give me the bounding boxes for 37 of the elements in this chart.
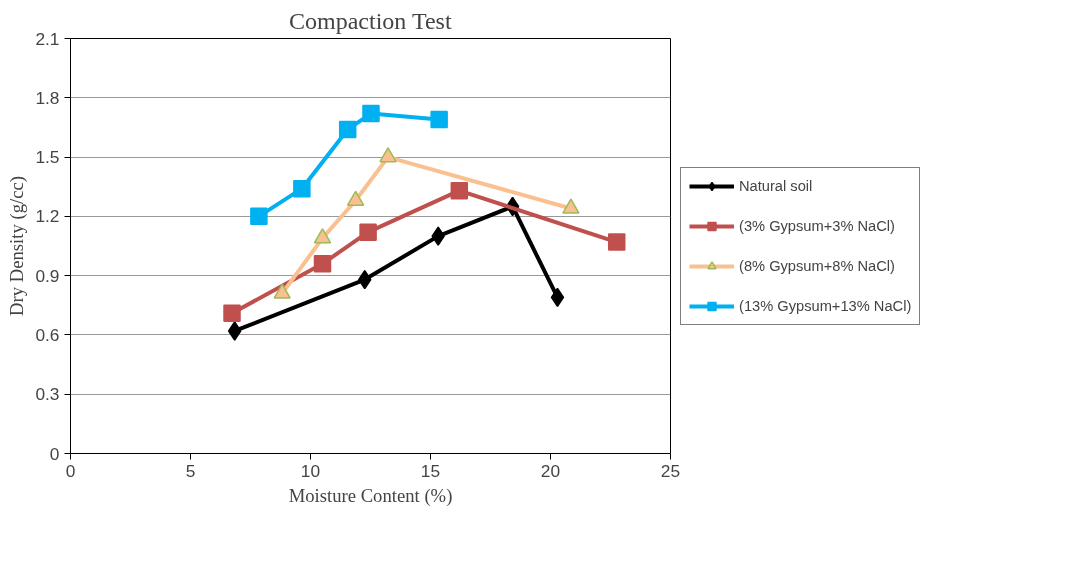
y-tick-label: 0.9 <box>35 265 60 286</box>
legend-label: Natural soil <box>739 177 813 194</box>
point <box>338 120 357 139</box>
x-tick-label: 5 <box>185 460 196 481</box>
y-tick-label: 2.1 <box>35 28 60 49</box>
point <box>313 228 332 244</box>
point <box>223 304 241 322</box>
x-tick-label: 10 <box>300 460 321 481</box>
x-tick-label: 25 <box>660 460 681 481</box>
point <box>431 226 445 246</box>
legend-label: (8% Gypsum+8% NaCl) <box>739 257 895 274</box>
point <box>607 233 626 251</box>
point <box>357 269 372 290</box>
point <box>430 110 448 129</box>
point <box>550 287 565 308</box>
x-axis-title: Moisture Content (%) <box>288 484 453 507</box>
y-tick-label: 0 <box>49 443 60 464</box>
y-tick-label: 1.5 <box>35 147 60 168</box>
legend-label: (13% Gypsum+13% NaCl) <box>739 297 912 314</box>
y-tick-label: 0.3 <box>35 384 60 405</box>
y-tick-label: 0.6 <box>35 324 60 345</box>
x-tick-label: 15 <box>420 460 441 481</box>
x-tick-label: 20 <box>540 460 561 481</box>
point <box>250 207 268 226</box>
point <box>313 255 332 273</box>
chart-title: Compaction Test <box>289 7 452 34</box>
y-axis-title: Dry Density (g/cc) <box>6 176 29 316</box>
point <box>359 223 377 241</box>
point <box>227 321 242 341</box>
point <box>362 104 380 123</box>
point <box>293 179 311 198</box>
y-tick-label: 1.8 <box>35 87 60 108</box>
point <box>450 181 469 200</box>
legend-label: (3% Gypsum+3% NaCl) <box>739 217 895 234</box>
point <box>379 147 397 163</box>
y-tick-label: 1.2 <box>35 206 60 227</box>
x-tick-label: 0 <box>65 460 76 481</box>
